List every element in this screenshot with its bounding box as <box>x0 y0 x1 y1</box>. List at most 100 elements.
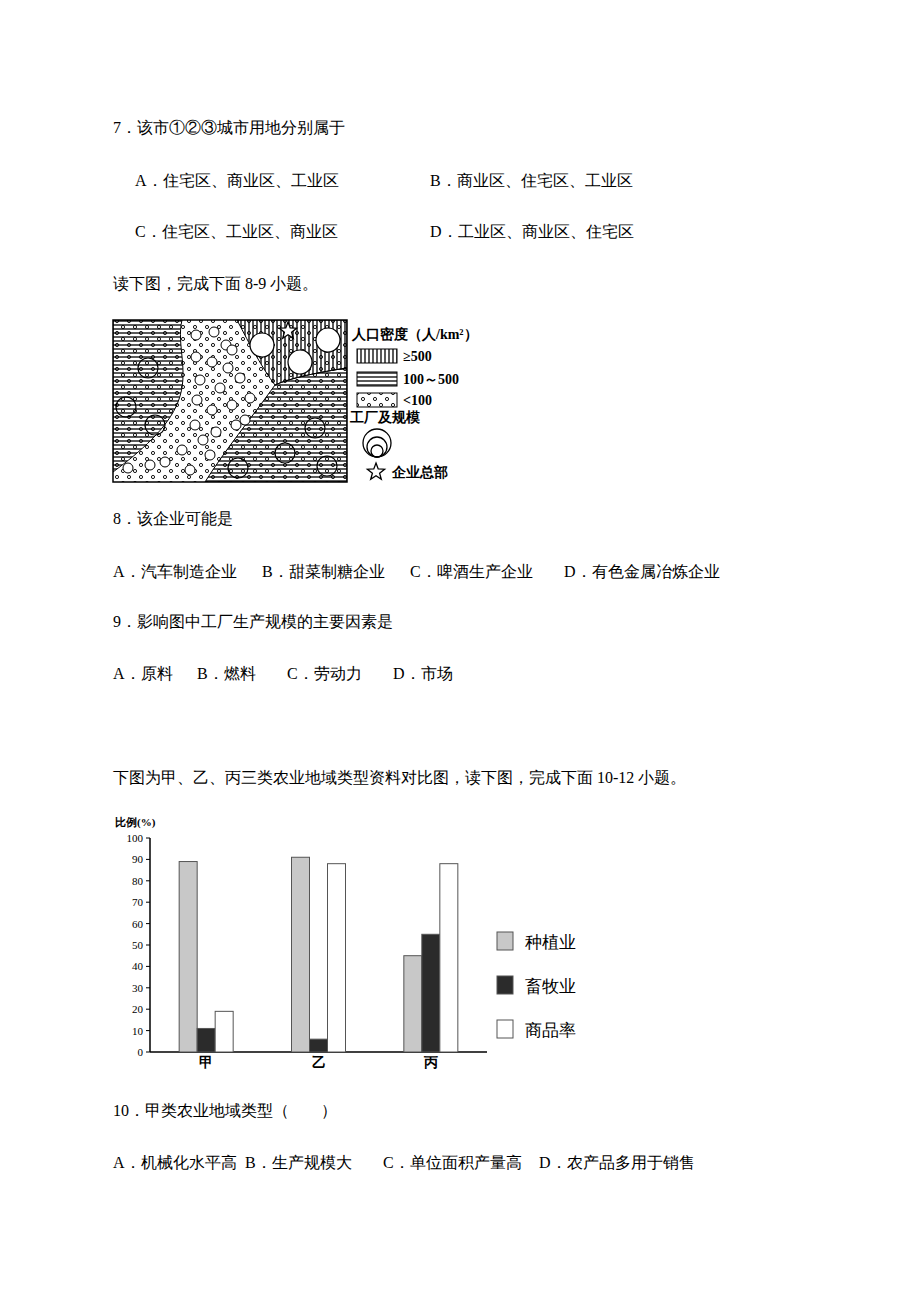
factory-mid <box>275 443 295 463</box>
factory-small <box>207 357 217 367</box>
tick-label: 100 <box>127 832 144 844</box>
legend-hq <box>367 463 384 479</box>
question-stem: 9．影响图中工厂生产规模的主要因素是 <box>113 613 393 630</box>
bar <box>215 1011 233 1052</box>
tick-label: 30 <box>132 982 144 994</box>
tick-label: 70 <box>132 896 144 908</box>
option: D．有色金属冶炼企业 <box>564 563 720 580</box>
legend-label: 商品率 <box>525 1021 576 1040</box>
option: A．汽车制造企业 <box>113 563 237 580</box>
factory-small <box>215 383 225 393</box>
option: A．住宅区、商业区、工业区 <box>135 172 339 189</box>
intro: 下图为甲、乙、丙三类农业地域类型资料对比图，读下图，完成下面 10-12 小题。 <box>113 769 686 786</box>
question-stem: 8．该企业可能是 <box>113 510 233 527</box>
factory-mid <box>305 418 325 438</box>
legend-label: 企业总部 <box>391 464 448 480</box>
option: C．劳动力 <box>287 665 362 682</box>
legend-label: ≥500 <box>403 349 432 364</box>
option: A．机械化水平高 <box>113 1154 237 1171</box>
factory-small <box>192 395 202 405</box>
factory-small <box>185 465 195 475</box>
option: B．燃料 <box>197 665 256 682</box>
option: A．原料 <box>113 665 173 682</box>
tick-label: 80 <box>132 875 144 887</box>
tick-label: 90 <box>132 853 144 865</box>
question-stem: 10．甲类农业地域类型（ ） <box>113 1102 337 1119</box>
factory-mid <box>228 458 248 478</box>
bar <box>292 857 310 1052</box>
category-label: 乙 <box>312 1055 326 1070</box>
option: C．住宅区、工业区、商业区 <box>135 223 338 240</box>
bar <box>404 956 422 1052</box>
headquarters <box>279 322 296 338</box>
option: D．农产品多用于销售 <box>539 1154 695 1171</box>
legend-swatch <box>497 976 513 994</box>
legend-label: 畜牧业 <box>525 977 576 996</box>
legend-factory <box>367 437 387 457</box>
bar <box>440 864 458 1052</box>
factory-mid <box>116 397 136 417</box>
factory-small <box>195 375 205 385</box>
factory-small <box>209 327 219 337</box>
factory-small <box>207 405 217 415</box>
region-mid <box>113 320 183 472</box>
factory-small <box>191 352 201 362</box>
factory-small <box>231 420 241 430</box>
bar <box>179 862 197 1052</box>
tick-label: 0 <box>138 1046 144 1058</box>
factory-small <box>227 400 237 410</box>
factory-large <box>288 350 312 374</box>
factory-small <box>123 463 133 473</box>
option: C．单位面积产量高 <box>383 1154 522 1171</box>
factory-small <box>240 415 250 425</box>
factory-large <box>250 333 274 357</box>
factory-small <box>145 460 155 470</box>
option: B．甜菜制糖企业 <box>262 563 385 580</box>
bar <box>328 864 346 1052</box>
category-label: 甲 <box>199 1055 213 1070</box>
factory-small <box>160 457 170 467</box>
legend-swatch <box>497 1020 513 1038</box>
option: B．商业区、住宅区、工业区 <box>430 172 633 189</box>
legend-label: 工厂及规模 <box>349 410 421 425</box>
region-mid <box>205 368 347 482</box>
factory-large <box>316 328 340 352</box>
factory-small <box>223 363 233 373</box>
factory-mid <box>145 415 165 435</box>
page: 7．该市①②③城市用地分别属于 A．住宅区、商业区、工业区 B．商业区、住宅区、工业… <box>0 0 920 1302</box>
factory-mid <box>138 358 158 378</box>
option: D．市场 <box>393 665 453 682</box>
factory-small <box>205 450 215 460</box>
factory-small <box>235 373 245 383</box>
factory-mid <box>317 456 337 476</box>
option: B．生产规模大 <box>245 1154 352 1171</box>
tick-label: 10 <box>132 1025 144 1037</box>
legend-label: 种植业 <box>525 933 576 952</box>
legend-factory <box>371 445 383 457</box>
tick-label: 40 <box>132 960 144 972</box>
bar <box>310 1039 328 1052</box>
bars <box>179 857 458 1052</box>
factory-small <box>245 393 255 403</box>
legend-factory <box>363 429 391 457</box>
factory-small <box>190 420 200 430</box>
question-stem: 7．该市①②③城市用地分别属于 <box>113 119 345 136</box>
factory-small <box>177 445 187 455</box>
axis-label: 比例(%) <box>115 816 156 829</box>
tick-label: 20 <box>132 1003 144 1015</box>
category-label: 丙 <box>423 1055 438 1070</box>
legend-label: 100～500 <box>403 372 459 387</box>
legend-swatch <box>357 349 397 363</box>
region-low <box>113 320 347 482</box>
map-frame <box>113 320 347 482</box>
factory-small <box>198 435 208 445</box>
map <box>113 320 347 482</box>
tick-label: 50 <box>132 939 144 951</box>
intro: 读下图，完成下面 8-9 小题。 <box>113 275 318 292</box>
legend-label: <100 <box>403 393 432 408</box>
factory-small <box>211 427 221 437</box>
legend-title: 人口密度（人/km²） <box>351 326 478 342</box>
legend-swatch <box>357 372 397 386</box>
legend-swatch <box>357 393 397 407</box>
option: D．工业区、商业区、住宅区 <box>430 223 634 240</box>
